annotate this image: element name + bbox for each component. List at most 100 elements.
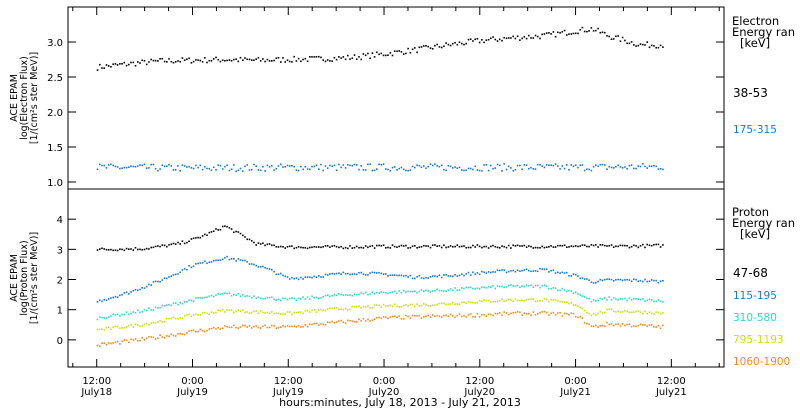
data-point: [393, 245, 396, 248]
data-point: [161, 336, 164, 338]
data-point: [309, 246, 311, 249]
data-point: [143, 248, 146, 251]
data-point: [166, 61, 168, 63]
data-point: [329, 246, 331, 248]
data-point: [637, 44, 640, 47]
data-point: [210, 327, 213, 330]
data-point: [452, 301, 454, 304]
series-175-315: [96, 163, 664, 173]
data-point: [588, 312, 590, 315]
data-point: [246, 164, 248, 166]
data-point: [130, 165, 132, 167]
data-point: [554, 287, 557, 289]
data-point: [128, 248, 130, 250]
data-point: [250, 168, 253, 171]
data-point: [528, 245, 530, 247]
data-point: [311, 323, 313, 326]
data-point: [485, 164, 488, 166]
data-point: [268, 312, 271, 314]
data-point: [407, 247, 409, 249]
data-point: [581, 26, 584, 29]
data-point: [286, 325, 289, 327]
data-point: [621, 311, 624, 313]
data-point: [592, 165, 595, 168]
data-point: [487, 299, 490, 302]
data-point: [545, 164, 548, 166]
data-point: [396, 169, 398, 171]
y-tick-label: 2.5: [47, 73, 63, 84]
data-point: [371, 245, 374, 247]
data-point: [349, 245, 351, 247]
data-point: [519, 311, 521, 313]
data-point: [454, 287, 456, 289]
data-point: [574, 315, 577, 318]
data-point: [177, 241, 179, 244]
x-tick-label: 0:00: [373, 376, 395, 387]
data-point: [217, 259, 219, 261]
data-point: [152, 309, 155, 311]
data-point: [121, 293, 123, 296]
data-point: [318, 246, 320, 248]
data-point: [331, 320, 333, 323]
data-point: [157, 307, 159, 309]
data-point: [255, 264, 257, 267]
data-point: [275, 327, 278, 329]
data-point: [224, 256, 226, 259]
data-point: [233, 258, 235, 260]
data-point: [456, 289, 459, 291]
data-point: [123, 166, 126, 169]
data-point: [246, 326, 248, 328]
data-point: [313, 245, 316, 248]
data-point: [132, 339, 135, 341]
data-point: [300, 276, 302, 279]
data-point: [583, 244, 586, 246]
data-point: [481, 300, 483, 303]
data-point: [304, 247, 307, 249]
data-point: [396, 316, 398, 319]
data-point: [548, 271, 550, 273]
data-point: [250, 240, 253, 242]
data-point: [110, 163, 112, 166]
data-point: [382, 291, 385, 294]
data-point: [132, 61, 135, 64]
data-point: [393, 315, 396, 317]
data-point: [402, 53, 405, 55]
data-point: [123, 249, 126, 252]
data-point: [282, 246, 284, 248]
data-point: [242, 234, 244, 237]
data-point: [284, 325, 286, 328]
plot-frame: [67, 188, 725, 368]
data-point: [458, 289, 461, 291]
data-point: [402, 275, 405, 277]
data-point: [391, 305, 394, 308]
data-point: [545, 285, 548, 288]
data-point: [389, 247, 392, 249]
data-point: [557, 300, 559, 302]
data-point: [599, 163, 602, 166]
data-point: [242, 309, 244, 311]
data-point: [577, 275, 579, 277]
data-point: [606, 278, 608, 280]
data-point: [492, 271, 494, 273]
data-point: [592, 325, 595, 328]
data-point: [145, 247, 148, 250]
data-point: [248, 238, 251, 241]
data-point: [525, 37, 528, 40]
data-point: [326, 294, 329, 296]
data-point: [436, 165, 438, 167]
data-point: [436, 275, 438, 278]
data-point: [280, 245, 282, 248]
data-point: [233, 324, 235, 327]
data-point: [320, 163, 322, 166]
data-point: [615, 298, 617, 300]
data-point: [335, 272, 338, 275]
data-point: [507, 313, 510, 316]
data-point: [226, 309, 228, 311]
data-point: [574, 291, 577, 293]
data-point: [429, 276, 432, 278]
data-point: [373, 271, 376, 274]
data-point: [110, 315, 112, 317]
data-point: [166, 245, 168, 248]
data-point: [333, 164, 336, 167]
data-point: [212, 295, 215, 298]
